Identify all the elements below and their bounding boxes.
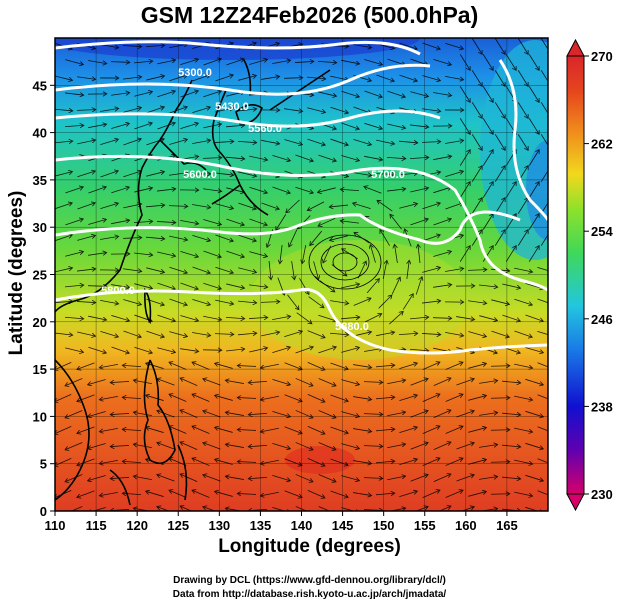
y-axis-label: Latitude (degrees): [6, 190, 27, 356]
lon-tick-label: 125: [167, 518, 189, 533]
colorbar-label: 246: [591, 312, 613, 327]
lon-tick-label: 165: [496, 518, 518, 533]
chart-title: GSM 12Z24Feb2026 (500.0hPa): [140, 2, 479, 28]
lon-tick-label: 135: [250, 518, 272, 533]
lat-tick-label: 5: [40, 457, 47, 472]
lon-tick-label: 155: [414, 518, 436, 533]
lat-tick-label: 10: [33, 409, 47, 424]
lat-tick-label: 0: [40, 504, 47, 519]
contour-label: 5430.0: [215, 101, 249, 113]
lat-tick-label: 20: [33, 315, 47, 330]
colorbar-label: 262: [591, 137, 613, 152]
lat-tick-label: 40: [33, 126, 47, 141]
contour-label: 5560.0: [248, 123, 282, 135]
contour-label: 5880.0: [335, 321, 369, 333]
lat-tick-label: 45: [33, 78, 47, 93]
coastlines: [55, 59, 331, 506]
colorbar-bottom-arrow: [566, 493, 585, 512]
colorbar-label: 270: [591, 49, 613, 64]
colorbar-fill: [566, 55, 585, 495]
lon-tick-label: 110: [45, 518, 66, 533]
lon-tick-label: 150: [373, 518, 395, 533]
colorbar-label: 254: [591, 224, 613, 239]
contour-labels: 5300.0 5430.0 5560.0 5600.0 5700.0 5800.0 5880…: [101, 67, 405, 333]
lat-tick-label: 30: [33, 220, 47, 235]
contour-label: 5700.0: [371, 169, 405, 181]
lon-tick-label: 140: [291, 518, 313, 533]
colorbar-label: 230: [591, 487, 613, 502]
colorbar: 270 262 254 246 238 230: [566, 38, 613, 512]
lon-tick-label: 120: [126, 518, 148, 533]
contour-label: 5600.0: [183, 169, 217, 181]
credit-data: Data from http://database.rish.kyoto-u.a…: [172, 589, 447, 600]
lon-tick-label: 115: [86, 518, 107, 533]
lat-tick-label: 15: [33, 362, 47, 377]
x-axis-label: Longitude (degrees): [218, 536, 401, 557]
colorbar-label: 238: [591, 399, 613, 414]
lon-tick-label: 145: [332, 518, 354, 533]
contour-label: 5800.0: [101, 285, 135, 297]
height-contours: [55, 40, 548, 355]
colorbar-top-arrow: [566, 38, 585, 57]
lon-tick-label: 130: [208, 518, 230, 533]
lon-tick-label: 160: [455, 518, 477, 533]
lat-tick-label: 25: [33, 268, 47, 283]
credit-drawing: Drawing by DCL (https://www.gfd-dennou.o…: [173, 575, 446, 586]
axis-ticks: 110 115 120 125 130 135 140 145 150 155 160 165 0 5 10…: [33, 78, 518, 533]
contour-label: 5300.0: [178, 67, 212, 79]
lat-tick-label: 35: [33, 173, 47, 188]
